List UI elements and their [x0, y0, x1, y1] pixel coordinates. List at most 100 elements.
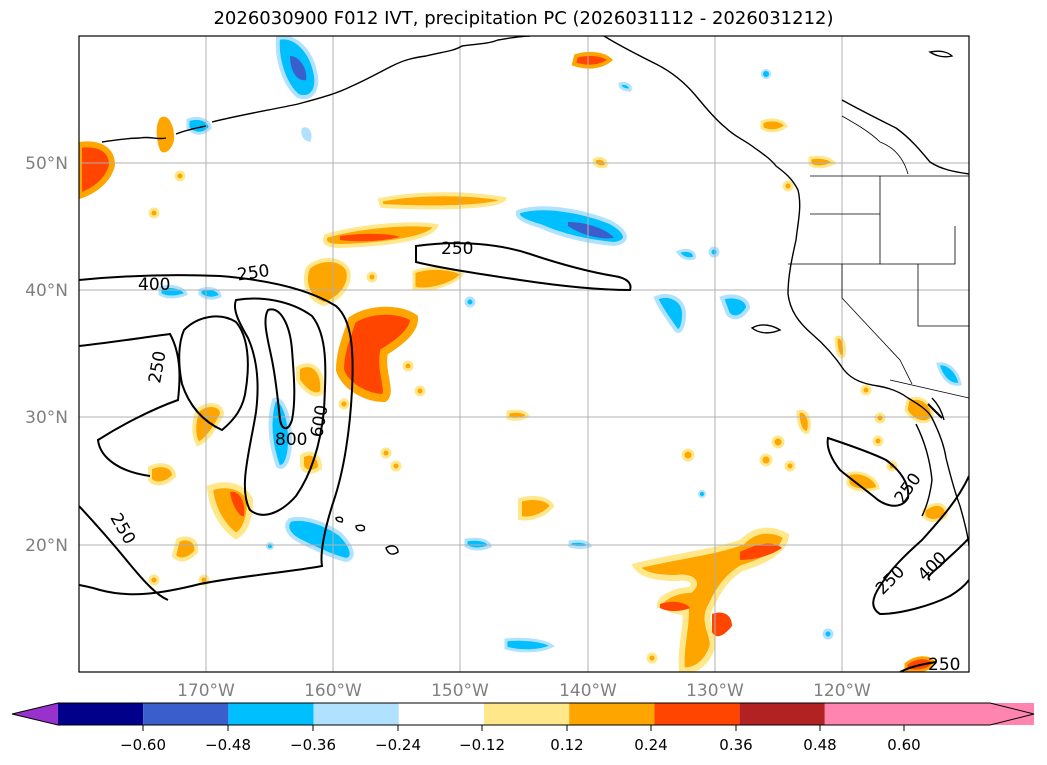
precip-dot: [414, 385, 426, 397]
precip-blob: [631, 527, 790, 672]
latitude-labels: 50°N 40°N 30°N 20°N: [25, 154, 68, 556]
precip-dot: [874, 412, 886, 424]
colorbar-segment: [143, 703, 229, 725]
colorbar: −0.60 −0.48 −0.36 −0.24 −0.12 0.12 0.24 …: [11, 702, 1035, 754]
baja-peninsula: [915, 423, 933, 517]
lat-label: 30°N: [25, 408, 68, 428]
precip-neg-dot: [464, 296, 476, 308]
colorbar-segment: [398, 703, 484, 725]
colorbar-extend-left: [12, 703, 58, 725]
precip-core: [340, 233, 400, 242]
precip-blob: [377, 192, 508, 210]
precip-dot: [759, 453, 773, 467]
precip-neg-blob: [504, 637, 555, 653]
island: [928, 50, 954, 58]
precip-core: [712, 612, 732, 637]
ivt-400-contour: [927, 537, 969, 581]
colorbar-segment: [569, 703, 655, 725]
precip-blob: [922, 502, 948, 522]
lat-label: 50°N: [25, 154, 68, 174]
north-america-coast: [603, 36, 969, 547]
colorbar-tick-label: 0.24: [634, 736, 667, 754]
precip-blob: [518, 496, 555, 521]
precip-neg-dot: [708, 246, 720, 258]
canada-border-region: [841, 99, 969, 175]
lon-label: 150°W: [431, 681, 489, 701]
precip-neg-dot: [822, 628, 834, 640]
ivt-contour: [927, 403, 943, 419]
colorbar-tick-label: 0.12: [550, 736, 583, 754]
ivt-400-contour: [79, 332, 181, 477]
precip-blob: [156, 116, 175, 153]
map-background: [79, 36, 969, 672]
precip-dot: [872, 435, 884, 447]
precip-blob: [412, 266, 465, 291]
precip-neg-blob: [568, 539, 593, 549]
coastlines: [101, 36, 969, 555]
precip-core: [660, 601, 690, 611]
precip-blob: [79, 141, 116, 200]
precip-blob: [335, 306, 418, 403]
precip-dot: [681, 448, 695, 462]
precip-positive-fills: [79, 51, 948, 672]
ivt-250-contour: [826, 436, 910, 507]
colorbar-segment: [484, 703, 570, 725]
precip-neg-dot: [698, 490, 706, 498]
ivt-250-contour: [415, 242, 632, 292]
precip-neg-blob: [936, 362, 962, 386]
precip-blob: [834, 335, 846, 359]
us-mexico-border: [889, 379, 969, 399]
precip-blob: [808, 155, 837, 169]
colorbar-tick-label: −0.60: [120, 736, 166, 754]
precip-neg-core: [568, 222, 614, 239]
precip-blob: [846, 471, 880, 492]
contour-label: 250: [928, 655, 960, 675]
lon-label: 160°W: [304, 681, 362, 701]
colorbar-tick-label: −0.36: [290, 736, 336, 754]
ivt-800-contour: [264, 308, 296, 430]
baja-coast: [931, 397, 945, 421]
colorbar-extend-right: [824, 703, 1034, 725]
contour-label: 800: [275, 430, 307, 450]
precip-neg-blob: [618, 82, 632, 92]
precip-dot: [338, 398, 350, 410]
precip-dot: [402, 360, 414, 372]
precip-blob: [796, 409, 811, 434]
aleutian-islands: [175, 125, 207, 135]
ivt-250-contour: [79, 274, 354, 596]
precip-blob: [171, 536, 199, 562]
contour-label: 250: [236, 261, 271, 285]
ivt-400-contour: [178, 315, 249, 432]
precip-blob: [506, 409, 531, 421]
lon-label: 120°W: [813, 681, 871, 701]
precip-dot: [366, 271, 378, 283]
ivt-250-contour: [872, 475, 969, 616]
precip-neg-blob: [675, 248, 696, 261]
state-border: [917, 264, 969, 327]
precip-neg-blob: [719, 294, 751, 320]
colorbar-ticks: [142, 725, 905, 731]
precip-neg-blob: [464, 537, 492, 551]
state-border: [880, 226, 956, 265]
colorbar-tick-label: 0.60: [887, 736, 920, 754]
bc-border: [841, 115, 909, 175]
precip-dot: [771, 435, 785, 449]
precip-neg-blob: [301, 127, 312, 142]
precip-negative-fills: [158, 36, 962, 653]
precip-blob: [760, 118, 789, 133]
precip-dot: [174, 170, 186, 182]
precip-dot: [390, 460, 402, 472]
colorbar-tick-label: −0.12: [459, 736, 505, 754]
precip-dot: [782, 180, 794, 192]
precip-neg-dot: [266, 542, 274, 550]
precip-neg-core: [290, 56, 307, 81]
contour-label: 250: [441, 239, 473, 259]
lat-label: 40°N: [25, 281, 68, 301]
colorbar-outline: [11, 702, 1035, 726]
colorbar-tick-label: −0.24: [375, 736, 421, 754]
precip-neg-blob: [268, 397, 293, 469]
precip-dot: [860, 384, 872, 396]
ivt-250-contour: [79, 505, 169, 601]
ivt-contours: [79, 242, 969, 672]
